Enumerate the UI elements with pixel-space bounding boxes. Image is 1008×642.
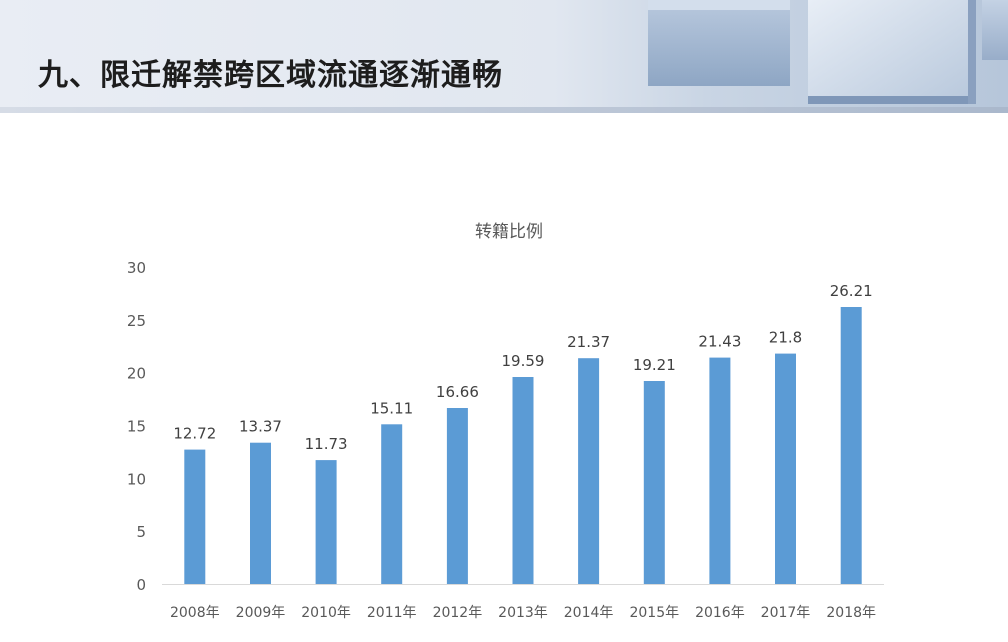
bar: [184, 449, 206, 584]
data-label: 11.73: [305, 435, 348, 453]
y-tick-label: 30: [127, 259, 146, 277]
data-label: 19.59: [502, 352, 545, 370]
decorative-cubes-image: [648, 0, 1008, 104]
x-tick-label: 2016年: [695, 605, 745, 621]
x-tick-label: 2008年: [170, 605, 220, 621]
bar: [381, 424, 403, 584]
page-title: 九、限迁解禁跨区域流通逐渐通畅: [38, 58, 503, 93]
x-tick-label: 2012年: [433, 605, 483, 621]
y-tick-label: 5: [136, 523, 146, 541]
bar: [250, 442, 271, 584]
data-label: 16.66: [436, 383, 479, 401]
bar: [512, 377, 534, 584]
data-label: 13.37: [239, 418, 282, 436]
title-banner: 九、限迁解禁跨区域流通逐渐通畅: [0, 0, 1008, 113]
y-tick-label: 0: [136, 576, 146, 594]
data-label: 26.21: [830, 282, 873, 300]
data-label: 21.8: [769, 329, 802, 347]
bar: [643, 381, 665, 584]
x-tick-label: 2018年: [826, 605, 876, 621]
x-tick-label: 2011年: [367, 605, 417, 621]
y-tick-label: 25: [127, 312, 146, 330]
x-tick-label: 2010年: [301, 605, 351, 621]
data-label: 19.21: [633, 356, 676, 374]
bar: [578, 358, 600, 584]
data-label: 12.72: [173, 425, 216, 443]
data-labels-group: 12.72 13.37 11.73 15.11 16.66 19.59 21.37 19.21…: [173, 282, 872, 453]
bar: [709, 357, 731, 584]
x-tick-label: 2013年: [498, 605, 548, 621]
data-label: 21.43: [698, 333, 741, 351]
data-label: 21.37: [567, 333, 610, 351]
bar: [840, 307, 862, 584]
y-axis: 0 5 10 15 20 25 30: [127, 259, 146, 594]
x-tick-label: 2017年: [761, 605, 811, 621]
chart-title: 转籍比例: [475, 222, 543, 242]
y-tick-label: 15: [127, 418, 146, 436]
bar: [315, 460, 337, 584]
x-tick-label: 2009年: [236, 605, 286, 621]
bars-group: [184, 307, 862, 584]
bar: [446, 408, 468, 584]
bar: [775, 353, 796, 584]
data-label: 15.11: [370, 399, 413, 417]
y-tick-label: 10: [127, 470, 146, 488]
x-tick-label: 2014年: [564, 605, 614, 621]
x-axis: 2008年 2009年 2010年 2011年 2012年 2013年 2014年 2015年…: [170, 605, 876, 621]
banner-bottom-stripe: [0, 107, 1008, 113]
y-tick-label: 20: [127, 365, 146, 383]
x-tick-label: 2015年: [629, 605, 679, 621]
